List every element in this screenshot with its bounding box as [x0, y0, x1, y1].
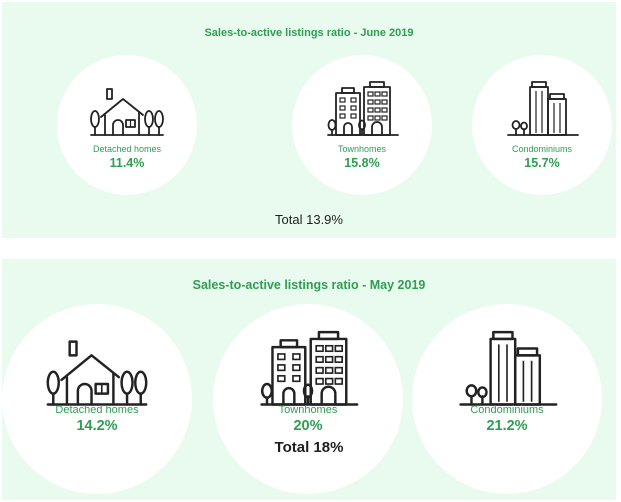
may-panel-title: Sales-to-active listings ratio - May 201… — [192, 278, 426, 292]
june-panel: Sales-to-active listings ratio - June 20… — [2, 2, 616, 238]
may-detached-label: Detached homes — [55, 404, 139, 416]
june-condos-value: 15.7% — [524, 156, 560, 170]
june-panel-title: Sales-to-active listings ratio - June 20… — [204, 27, 414, 39]
townhome-buildings-icon — [327, 81, 399, 136]
detached-house-icon — [90, 88, 164, 136]
may-condos-value: 21.2% — [486, 418, 528, 434]
june-condos-label: Condominiums — [511, 144, 573, 154]
june-townhomes-card: Townhomes 15.8% — [292, 55, 432, 195]
june-detached-value: 11.4% — [109, 156, 145, 170]
june-townhomes-label: Townhomes — [337, 144, 387, 154]
june-total: Total 13.9% — [275, 212, 343, 227]
may-detached-card: Detached homes 14.2% — [2, 304, 192, 494]
condo-towers-icon — [459, 330, 558, 406]
may-condos-card: Condominiums 21.2% — [412, 304, 602, 494]
townhome-buildings-icon — [260, 330, 359, 406]
may-townhomes-label: Townhomes — [278, 404, 338, 416]
condo-towers-icon — [507, 81, 579, 136]
june-detached-card: Detached homes 11.4% — [57, 55, 197, 195]
june-detached-label: Detached homes — [92, 144, 162, 154]
may-detached-value: 14.2% — [76, 418, 118, 434]
detached-house-icon — [46, 340, 148, 406]
may-panel: Sales-to-active listings ratio - May 201… — [2, 259, 616, 500]
may-condos-label: Condominiums — [470, 404, 544, 416]
may-townhomes-value: 20% — [293, 418, 323, 434]
june-townhomes-value: 15.8% — [344, 156, 380, 170]
may-townhomes-card: Townhomes 20% — [213, 304, 403, 494]
may-total: Total 18% — [274, 439, 344, 456]
june-condos-card: Condominiums 15.7% — [472, 55, 612, 195]
